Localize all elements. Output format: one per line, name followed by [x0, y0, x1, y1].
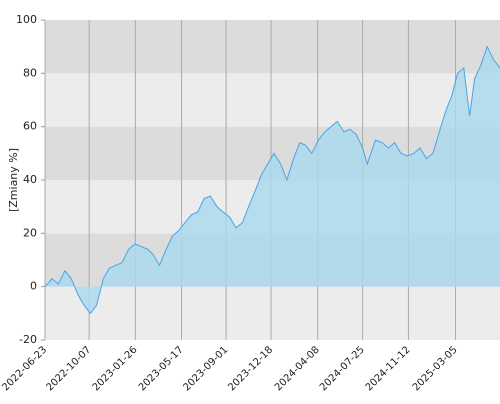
background-band — [45, 286, 500, 340]
background-band — [45, 20, 500, 74]
x-tick-label: 2024-07-25 — [318, 344, 367, 393]
area-fill — [45, 46, 500, 314]
y-axis-label: [Zmiany %] — [7, 148, 20, 212]
background-band — [45, 73, 500, 127]
y-tick-label: 0 — [30, 280, 37, 293]
x-tick-label: 2023-09-01 — [181, 344, 230, 393]
y-tick-label: 40 — [23, 173, 37, 186]
line — [44, 45, 500, 315]
x-tick-label: 2023-05-17 — [137, 344, 186, 393]
x-tick-label: 2023-01-26 — [91, 344, 140, 393]
x-tick-label: 2025-03-05 — [411, 344, 460, 393]
x-tick-label: 2022-06-23 — [0, 344, 49, 393]
y-tick-label: 60 — [23, 120, 37, 133]
y-tick-label: 20 — [23, 226, 37, 239]
x-tick-label: 2022-10-07 — [44, 344, 93, 393]
x-tick-label: 2024-11-12 — [364, 344, 413, 393]
x-tick-label: 2023-12-18 — [226, 344, 275, 393]
x-tick-label: 2024-04-08 — [273, 344, 322, 393]
y-tick-label: 80 — [23, 66, 37, 79]
y-tick-label: -20 — [19, 333, 37, 346]
y-tick-label: 100 — [16, 13, 37, 26]
